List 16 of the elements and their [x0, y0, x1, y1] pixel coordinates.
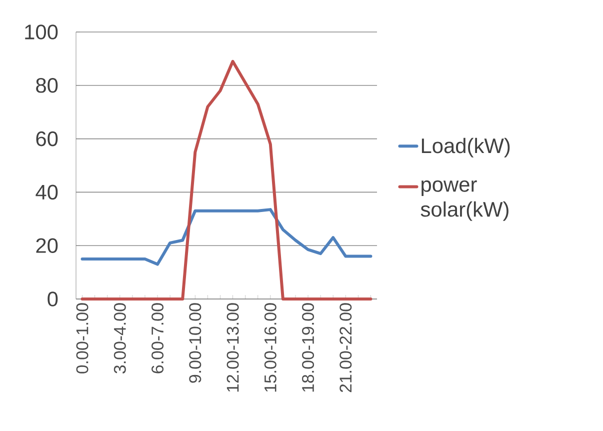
- y-tick-label: 20: [36, 238, 58, 254]
- x-tick-label: 0.00-1.00: [76, 303, 88, 374]
- x-tick-label: 21.00-22.00: [340, 303, 352, 392]
- y-tick-label: 100: [25, 24, 58, 40]
- x-tick-label: 15.00-16.00: [264, 303, 276, 392]
- x-tick-label: 9.00-10.00: [189, 303, 202, 383]
- legend-label: Load(kW): [422, 138, 510, 158]
- x-tick-label: 6.00-7.00: [152, 303, 164, 374]
- x-tick-label: 3.00-4.00: [114, 303, 126, 374]
- y-tick-label: 80: [36, 78, 58, 93]
- y-tick-label: 0: [48, 292, 58, 306]
- x-tick-label: 12.00-13.00: [226, 303, 239, 392]
- y-tick-label: 60: [36, 131, 58, 146]
- y-tick-label: 40: [36, 184, 58, 200]
- x-tick-label: 18.00-19.00: [302, 303, 314, 392]
- legend-label: power solar(kW): [420, 180, 508, 221]
